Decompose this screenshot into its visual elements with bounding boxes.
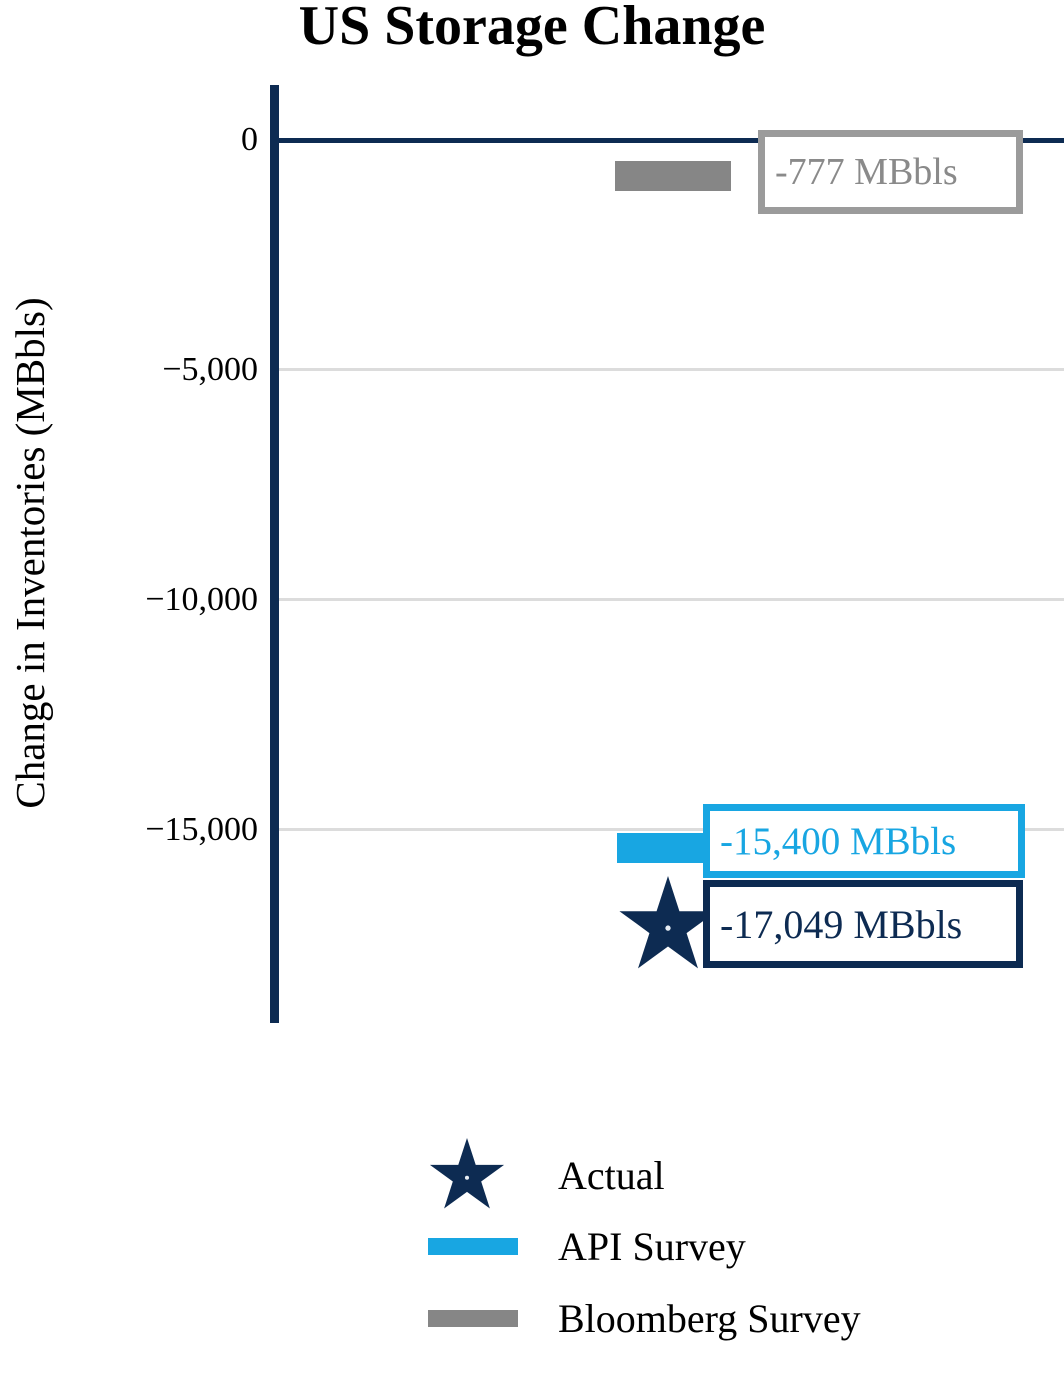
blue-bar-icon — [428, 1237, 518, 1255]
legend-swatch-actual — [428, 1138, 524, 1212]
actual-annotation-box: -17,049 MBbls — [703, 880, 1023, 968]
bloomberg-annotation-text: -777 MBbls — [775, 151, 958, 193]
legend-label-bloomberg-survey: Bloomberg Survey — [558, 1295, 861, 1341]
bloomberg-annotation-box: -777 MBbls — [758, 130, 1023, 214]
gridline-minus-5000 — [279, 368, 1064, 371]
legend-item-bloomberg-survey: Bloomberg Survey — [428, 1281, 861, 1355]
star-icon — [429, 1138, 505, 1209]
chart-title: US Storage Change — [298, 0, 766, 57]
y-axis-line — [270, 85, 279, 1023]
legend-swatch-bloomberg — [428, 1309, 524, 1327]
bloomberg-survey-bar — [615, 161, 731, 191]
legend-swatch-api — [428, 1237, 524, 1255]
gridline-minus-15000 — [279, 828, 1064, 831]
api-annotation-text: -15,400 MBbls — [720, 819, 957, 863]
y-tick-label-0: 0 — [241, 121, 258, 158]
api-annotation-box: -15,400 MBbls — [703, 804, 1025, 878]
legend-item-api-survey: API Survey — [428, 1209, 746, 1283]
y-tick-label-1: −5,000 — [162, 351, 258, 388]
zero-baseline — [279, 138, 1064, 143]
gray-bar-icon — [428, 1309, 518, 1327]
y-tick-label-3: −15,000 — [145, 811, 258, 848]
actual-star-marker — [619, 876, 717, 969]
legend-label-actual: Actual — [558, 1152, 665, 1198]
actual-annotation-text: -17,049 MBbls — [720, 901, 963, 947]
legend-label-api-survey: API Survey — [558, 1223, 746, 1269]
legend-item-actual: Actual — [428, 1138, 665, 1212]
gridline-minus-10000 — [279, 598, 1064, 601]
y-tick-label-2: −10,000 — [145, 581, 258, 618]
